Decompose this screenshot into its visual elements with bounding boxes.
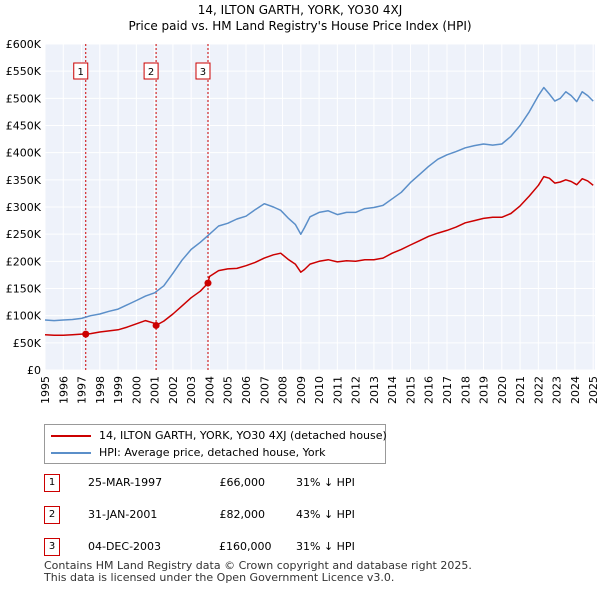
y-tick-label: £400K <box>6 147 42 160</box>
chart-title: 14, ILTON GARTH, YORK, YO30 4XJ <box>197 3 403 17</box>
x-tick-label: 2017 <box>441 376 454 404</box>
x-tick-label: 2004 <box>203 376 216 404</box>
y-tick-label: £50K <box>13 337 42 350</box>
hpi-series-line <box>44 86 594 322</box>
y-tick-label: £600K <box>6 38 42 51</box>
legend-swatch-property <box>51 435 91 437</box>
x-tick-label: 2024 <box>569 376 582 404</box>
sale-point <box>152 321 160 329</box>
x-tick-label: 2023 <box>551 376 564 404</box>
x-tick-label: 2021 <box>514 376 527 404</box>
sale-date: 31-JAN-2001 <box>88 508 158 521</box>
y-tick-label: £250K <box>6 228 42 241</box>
x-tick-label: 2000 <box>130 376 143 404</box>
x-tick-label: 1998 <box>94 376 107 404</box>
x-tick-label: 2002 <box>167 376 180 404</box>
sale-point <box>82 330 90 338</box>
sale-price: £66,000 <box>219 476 266 489</box>
footer-attribution: Contains HM Land Registry data © Crown c… <box>44 560 472 584</box>
sale-hpi-diff: 31% ↓ HPI <box>296 540 355 553</box>
x-tick-label: 2025 <box>587 376 600 404</box>
y-tick-label: £500K <box>6 92 42 105</box>
x-tick-label: 2007 <box>258 376 271 404</box>
sale-number-badge: 1 <box>44 474 60 492</box>
x-tick-label: 2012 <box>350 376 363 404</box>
x-tick-label: 2003 <box>185 376 198 404</box>
x-tick-label: 1996 <box>57 376 70 404</box>
footer-line-licence: This data is licensed under the Open Gov… <box>44 571 395 584</box>
sale-point <box>204 279 212 287</box>
legend-swatch-hpi <box>51 452 91 454</box>
sale-date: 04-DEC-2003 <box>88 540 162 553</box>
y-tick-label: £0 <box>27 364 41 377</box>
sale-label-box <box>195 62 211 80</box>
y-tick-label: £550K <box>6 65 42 78</box>
sale-label: 1 <box>78 67 84 78</box>
y-tick-label: £200K <box>6 255 42 268</box>
x-tick-label: 2018 <box>459 376 472 404</box>
x-tick-label: 2022 <box>532 376 545 404</box>
x-tick-label: 1995 <box>39 376 52 404</box>
y-tick-label: £300K <box>6 201 42 214</box>
sale-label-box <box>143 62 159 80</box>
x-tick-label: 2009 <box>295 376 308 404</box>
legend-label-property: 14, ILTON GARTH, YORK, YO30 4XJ (detache… <box>99 429 387 442</box>
x-tick-label: 2006 <box>240 376 253 404</box>
x-tick-label: 2014 <box>386 376 399 404</box>
y-tick-label: £350K <box>6 174 42 187</box>
y-tick-label: £450K <box>6 120 42 133</box>
property-series-line <box>44 175 594 336</box>
sale-label-box <box>73 62 89 80</box>
sale-label: 2 <box>148 67 154 78</box>
sale-price: £82,000 <box>219 508 266 521</box>
sale-hpi-diff: 43% ↓ HPI <box>296 508 355 521</box>
x-tick-label: 2020 <box>496 376 509 404</box>
x-tick-label: 1997 <box>76 376 89 404</box>
chart-subtitle: Price paid vs. HM Land Registry's House … <box>128 19 472 33</box>
x-tick-label: 2015 <box>404 376 417 404</box>
sale-price: £160,000 <box>219 540 272 553</box>
price-chart: £0 £50K £100K £150K £200K £250K £300K £350K £400… <box>6 38 600 404</box>
x-tick-label: 2008 <box>277 376 290 404</box>
x-tick-label: 2011 <box>331 376 344 404</box>
legend-label-hpi: HPI: Average price, detached house, York <box>99 446 326 459</box>
x-tick-label: 2005 <box>222 376 235 404</box>
sale-label: 3 <box>200 67 206 78</box>
sale-date: 25-MAR-1997 <box>88 476 163 489</box>
sale-hpi-diff: 31% ↓ HPI <box>296 476 355 489</box>
sale-number-badge: 3 <box>44 538 60 556</box>
sale-number-badge: 2 <box>44 506 60 524</box>
y-tick-label: £150K <box>6 283 42 296</box>
y-tick-label: £100K <box>6 310 42 323</box>
chart-legend: 14, ILTON GARTH, YORK, YO30 4XJ (detache… <box>44 424 387 464</box>
x-tick-label: 2010 <box>313 376 326 404</box>
footer-line-copyright: Contains HM Land Registry data © Crown c… <box>44 559 472 572</box>
x-tick-label: 2019 <box>478 376 491 404</box>
x-tick-label: 1999 <box>112 376 125 404</box>
x-tick-label: 2001 <box>149 376 162 404</box>
x-tick-label: 2016 <box>423 376 436 404</box>
x-tick-label: 2013 <box>368 376 381 404</box>
